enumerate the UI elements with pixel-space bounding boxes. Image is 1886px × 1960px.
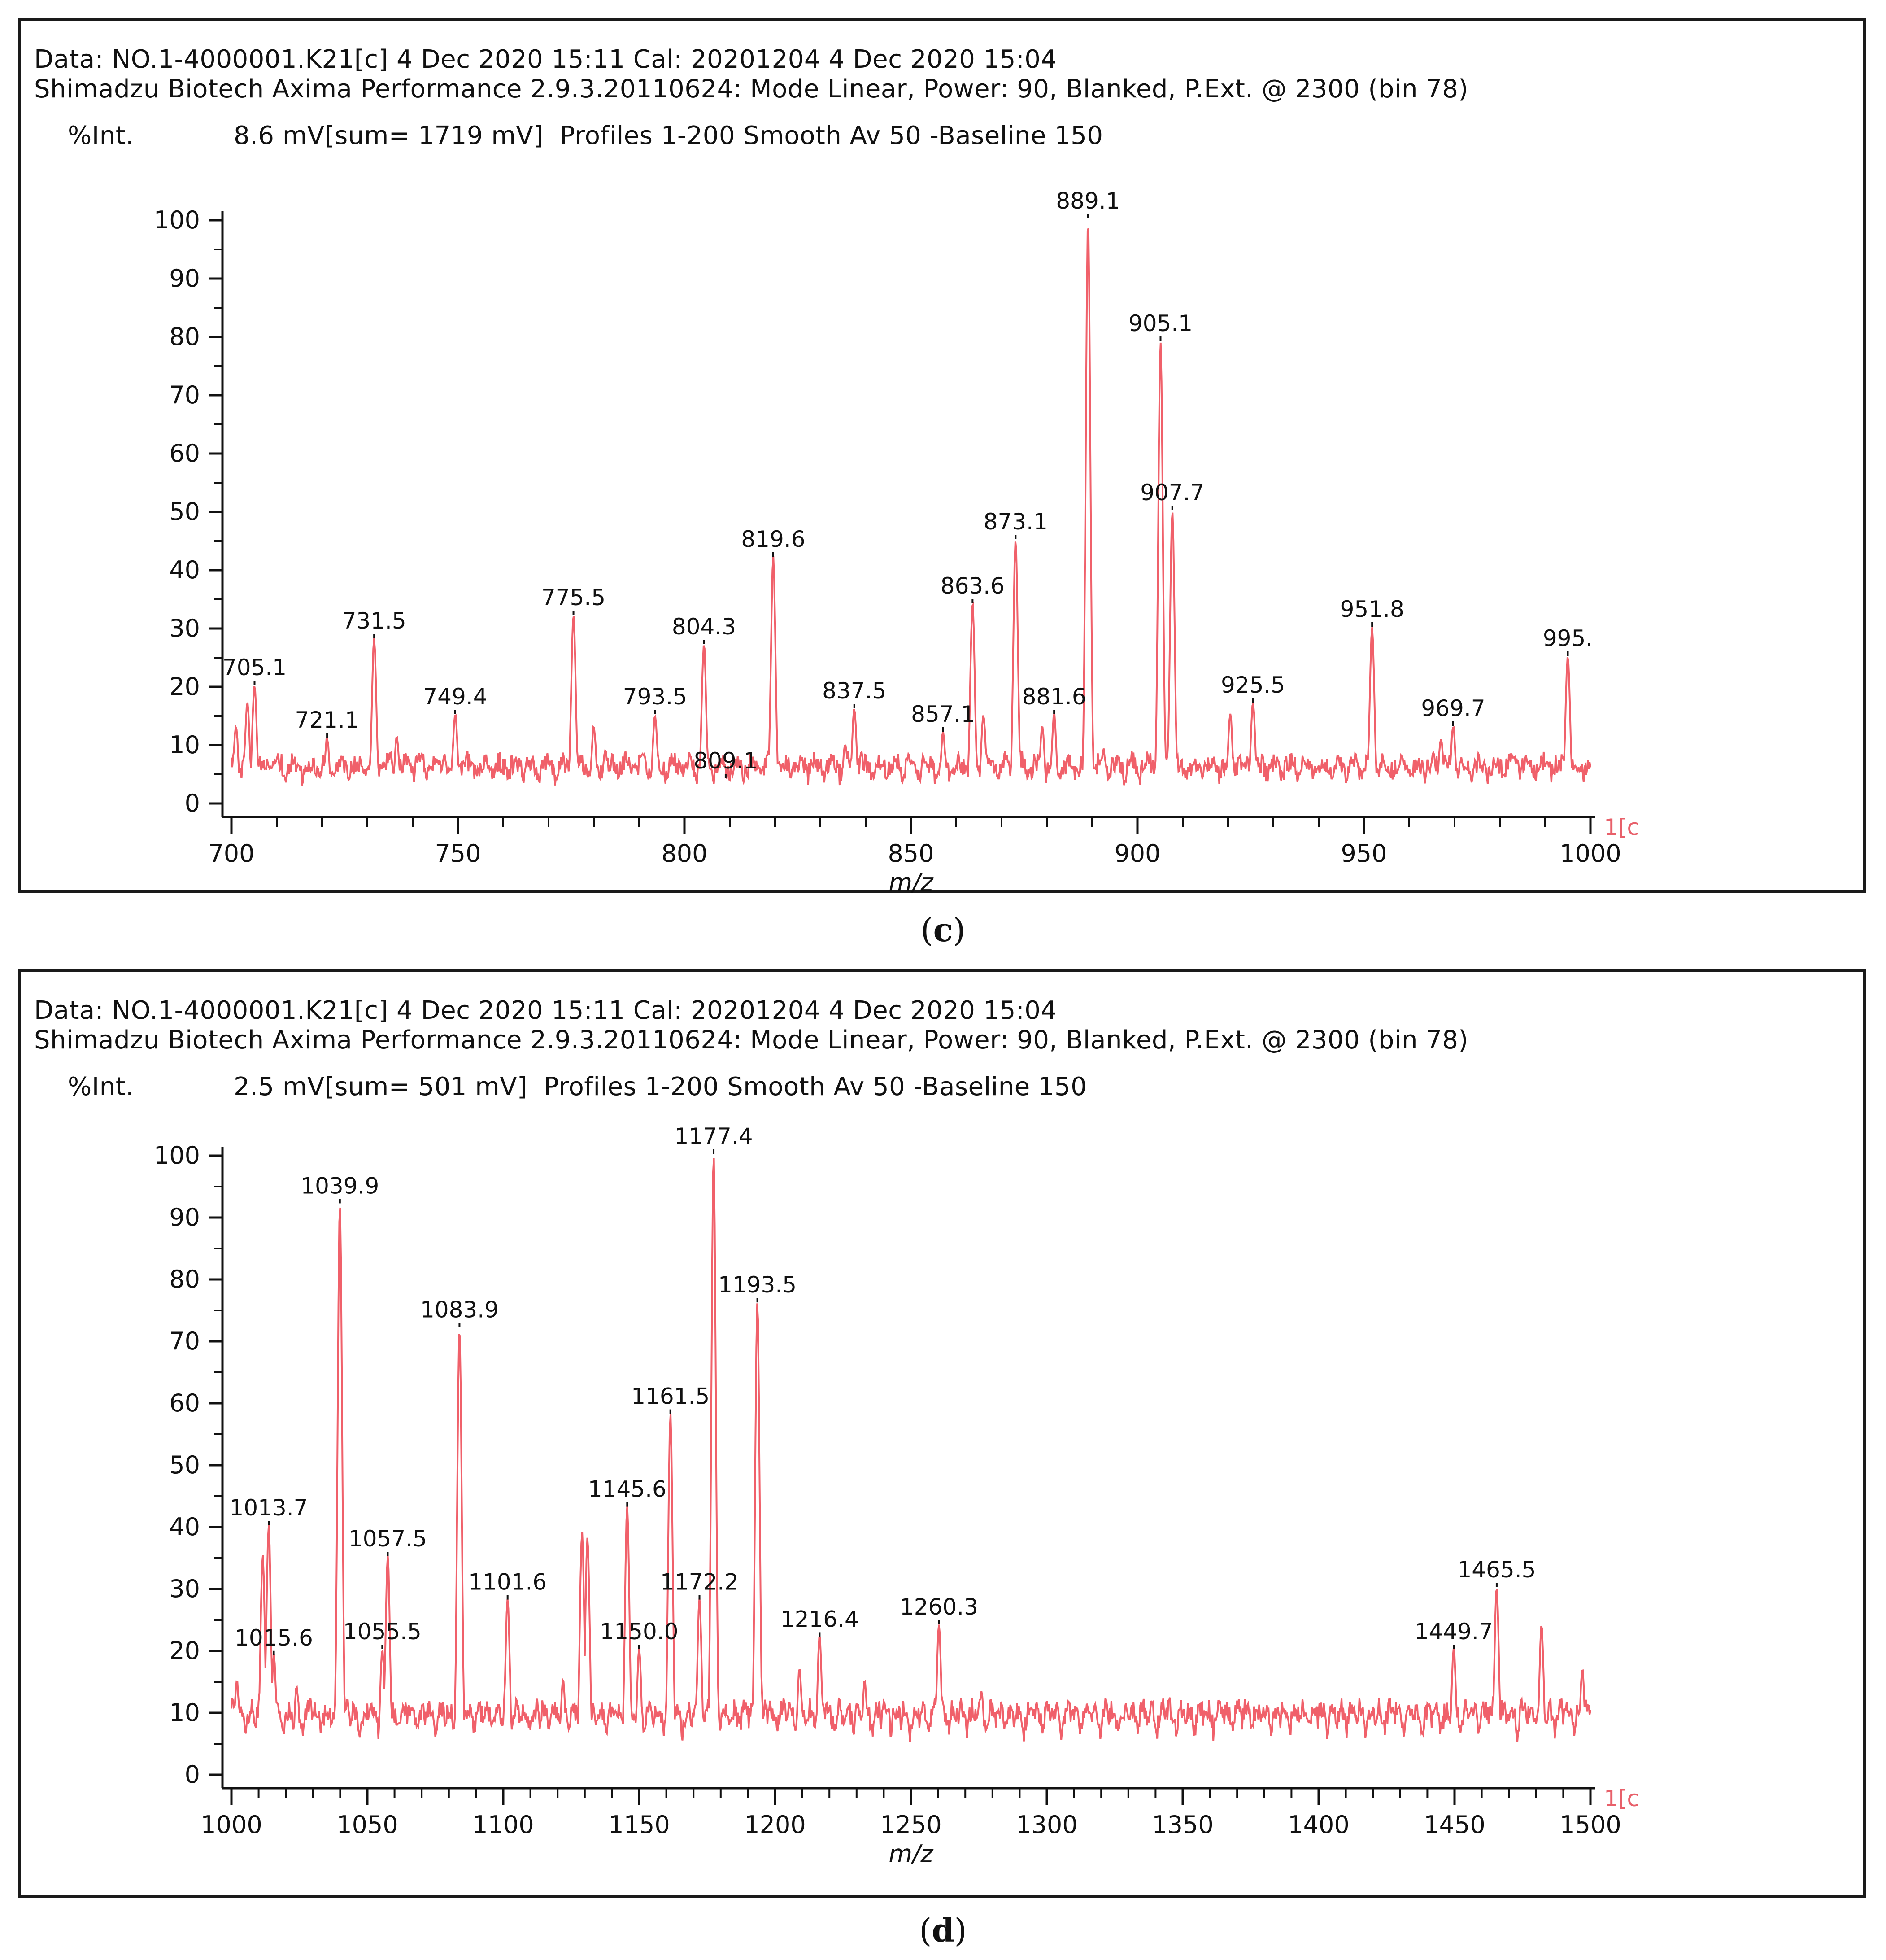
x-tick-label: 1500 [1559, 1811, 1621, 1839]
peak-label: 1055.5 [343, 1619, 422, 1645]
x-tick-label: 1150 [608, 1811, 670, 1839]
y-tick-label: 80 [169, 323, 200, 351]
header-line-1: Data: NO.1-4000001.K21[c] 4 Dec 2020 15:… [34, 996, 1057, 1025]
y-tick-label: 50 [169, 498, 200, 526]
y-tick-label: 10 [169, 731, 200, 759]
peak-label: 969.7 [1421, 695, 1485, 721]
x-tick-label: 700 [208, 839, 254, 868]
x-tick-label: 1400 [1288, 1811, 1349, 1839]
peak-label: 1161.5 [631, 1384, 710, 1410]
peak-label: 721.1 [295, 707, 359, 733]
peak-label: 1465.5 [1457, 1557, 1536, 1583]
panel-caption: (d) [919, 1911, 967, 1949]
x-tick-label: 1000 [1559, 839, 1621, 868]
peak-label: 881.6 [1022, 684, 1086, 710]
peak-label: 995. [1543, 625, 1593, 651]
peak-label: 1193.5 [718, 1272, 797, 1298]
peak-label: 863.6 [941, 573, 1005, 599]
y-tick-label: 30 [169, 1575, 200, 1603]
peak-label: 1145.6 [588, 1476, 666, 1502]
x-tick-label: 1350 [1152, 1811, 1213, 1839]
x-axis-title: m/z [889, 869, 934, 897]
y-tick-label: 10 [169, 1698, 200, 1727]
peak-label: 1101.6 [468, 1569, 547, 1595]
corner-label: 1[c [1604, 1785, 1639, 1812]
peak-label: 1172.2 [660, 1569, 739, 1595]
peak-label: 873.1 [984, 509, 1048, 535]
header-line-2: Shimadzu Biotech Axima Performance 2.9.3… [34, 1026, 1468, 1055]
peak-label: 889.1 [1056, 188, 1120, 214]
x-tick-label: 1200 [744, 1811, 806, 1839]
y-tick-label: 40 [169, 1513, 200, 1541]
x-axis-title: m/z [889, 1840, 934, 1868]
peak-label: 1013.7 [230, 1495, 308, 1521]
spectrum-panel-c: Data: NO.1-4000001.K21[c] 4 Dec 2020 15:… [18, 18, 1866, 897]
y-tick-label: 60 [169, 1389, 200, 1417]
x-tick-label: 1050 [336, 1811, 398, 1839]
header-line-1: Data: NO.1-4000001.K21[c] 4 Dec 2020 15:… [34, 45, 1057, 74]
intensity-label: %Int. [68, 121, 134, 150]
peak-label: 809.1 [693, 748, 758, 774]
y-tick-label: 60 [169, 439, 200, 467]
y-tick-label: 0 [185, 789, 200, 817]
y-tick-label: 20 [169, 672, 200, 701]
peak-label: 1083.9 [420, 1296, 499, 1323]
peak-label: 819.6 [741, 526, 805, 552]
spectrum-trace [231, 227, 1591, 786]
y-tick-label: 30 [169, 614, 200, 642]
y-tick-label: 20 [169, 1637, 200, 1665]
peak-label: 857.1 [911, 701, 975, 727]
peak-label: 1015.6 [235, 1625, 313, 1651]
spectrum-trace [231, 1158, 1591, 1742]
y-tick-label: 0 [185, 1760, 200, 1789]
x-tick-label: 950 [1341, 839, 1387, 868]
peak-label: 749.4 [423, 684, 487, 710]
y-tick-label: 80 [169, 1265, 200, 1293]
x-tick-label: 750 [435, 839, 481, 868]
peak-label: 1177.4 [675, 1123, 753, 1149]
x-tick-label: 900 [1114, 839, 1160, 868]
peak-label: 837.5 [822, 678, 886, 704]
peak-label: 1057.5 [348, 1526, 427, 1552]
x-tick-label: 1000 [200, 1811, 262, 1839]
peak-label: 793.5 [623, 684, 687, 710]
x-tick-label: 1300 [1016, 1811, 1077, 1839]
spectrum-panel-d: Data: NO.1-4000001.K21[c] 4 Dec 2020 15:… [18, 969, 1866, 1898]
spectrum-chart: 0 10 20 30 40 50 60 70 80 90 100 700 750 800 850 900 950… [154, 188, 1639, 897]
peak-label: 1449.7 [1415, 1619, 1493, 1645]
intensity-info: 8.6 mV[sum= 1719 mV] Profiles 1-200 Smoo… [234, 121, 1103, 150]
header-line-2: Shimadzu Biotech Axima Performance 2.9.3… [34, 74, 1468, 104]
y-tick-label: 100 [154, 206, 200, 234]
intensity-label: %Int. [68, 1072, 134, 1101]
corner-label: 1[c [1604, 814, 1639, 840]
peak-label: 905.1 [1128, 310, 1193, 336]
y-tick-label: 70 [169, 381, 200, 409]
peak-label: 951.8 [1340, 596, 1404, 622]
peak-label: 731.5 [342, 608, 406, 634]
peak-label: 1260.3 [900, 1594, 978, 1620]
y-tick-label: 40 [169, 556, 200, 584]
y-tick-label: 90 [169, 1203, 200, 1231]
y-tick-label: 50 [169, 1451, 200, 1479]
x-tick-label: 850 [888, 839, 934, 868]
y-tick-label: 90 [169, 264, 200, 292]
intensity-info: 2.5 mV[sum= 501 mV] Profiles 1-200 Smoot… [234, 1072, 1087, 1101]
y-tick-label: 100 [154, 1141, 200, 1170]
peak-label: 804.3 [672, 614, 736, 640]
x-tick-label: 1100 [472, 1811, 534, 1839]
peak-label: 1216.4 [780, 1606, 859, 1632]
peak-label: 1039.9 [301, 1173, 379, 1199]
peak-label: 775.5 [541, 585, 605, 611]
peak-label: 925.5 [1221, 672, 1285, 698]
peak-label: 705.1 [222, 655, 287, 681]
x-tick-label: 800 [661, 839, 707, 868]
peak-label: 907.7 [1140, 480, 1204, 506]
y-tick-label: 70 [169, 1327, 200, 1355]
spectrum-chart: 0 10 20 30 40 50 60 70 80 90 100 1000 1050 1100 1150 12… [154, 1123, 1639, 1868]
x-tick-label: 1250 [880, 1811, 941, 1839]
peak-label: 1150.0 [600, 1619, 679, 1645]
panel-caption: (c) [920, 911, 966, 949]
x-tick-label: 1450 [1424, 1811, 1485, 1839]
